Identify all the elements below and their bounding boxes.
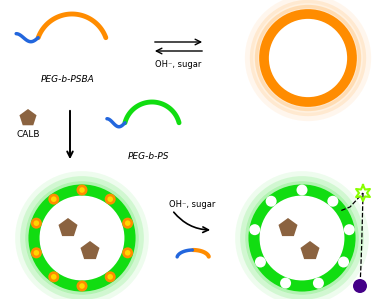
Polygon shape [59, 218, 77, 236]
Circle shape [76, 280, 87, 292]
Circle shape [125, 250, 130, 256]
Circle shape [313, 277, 324, 289]
Circle shape [122, 247, 133, 258]
Polygon shape [301, 241, 319, 259]
Text: CALB: CALB [16, 130, 40, 139]
Circle shape [107, 274, 113, 280]
Circle shape [125, 220, 130, 226]
Circle shape [31, 218, 42, 229]
Circle shape [344, 224, 355, 235]
Circle shape [353, 279, 367, 293]
Circle shape [34, 250, 39, 256]
Circle shape [79, 187, 85, 193]
Circle shape [105, 271, 116, 282]
Polygon shape [19, 109, 37, 125]
Text: PEG-b-PSBA: PEG-b-PSBA [41, 75, 95, 84]
Circle shape [51, 274, 57, 280]
Circle shape [107, 196, 113, 202]
Circle shape [105, 194, 116, 205]
Text: OH⁻, sugar: OH⁻, sugar [169, 200, 215, 209]
Circle shape [76, 184, 87, 196]
Circle shape [280, 277, 291, 289]
Circle shape [296, 184, 307, 196]
Circle shape [249, 224, 260, 235]
Polygon shape [279, 218, 297, 236]
Circle shape [122, 218, 133, 229]
Circle shape [338, 257, 349, 268]
Circle shape [266, 196, 277, 207]
Circle shape [34, 220, 39, 226]
Text: OH⁻, sugar: OH⁻, sugar [155, 60, 201, 69]
Circle shape [255, 257, 266, 268]
Circle shape [48, 271, 59, 282]
Circle shape [48, 194, 59, 205]
Circle shape [31, 247, 42, 258]
Circle shape [79, 283, 85, 289]
Polygon shape [81, 241, 99, 259]
Text: PEG-b-PS: PEG-b-PS [127, 152, 169, 161]
Circle shape [51, 196, 57, 202]
Circle shape [327, 196, 338, 207]
